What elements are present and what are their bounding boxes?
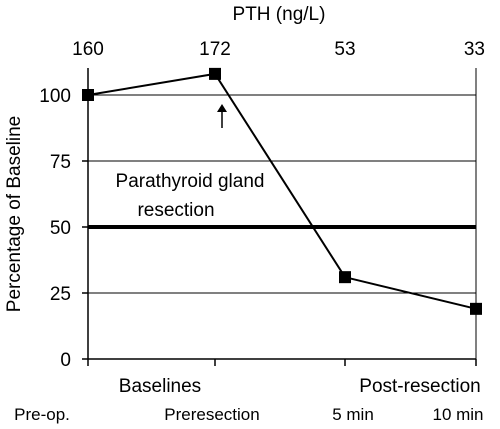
arrow-head: [217, 104, 227, 112]
group-label-post-resection: Post-resection: [359, 376, 480, 397]
y-axis-ticks: 0 25 50 75 100: [39, 86, 88, 371]
x-category-label-1: Preresection: [164, 405, 259, 424]
y-tick-label-100: 100: [39, 86, 71, 107]
top-axis-value-2: 53: [334, 39, 355, 60]
y-axis-title: Percentage of Baseline: [4, 116, 25, 312]
y-tick-label-25: 25: [50, 284, 71, 305]
group-label-baselines: Baselines: [119, 376, 201, 397]
data-point-2: [339, 271, 351, 284]
data-point-0: [82, 89, 94, 101]
gridlines: [88, 94, 476, 294]
reference-label-line2: resection: [137, 200, 214, 221]
top-axis-value-1: 172: [199, 39, 231, 60]
y-tick-label-0: 0: [60, 350, 71, 371]
x-axis-ticks: [87, 359, 477, 366]
arrow-annotation: [217, 104, 227, 128]
x-group-labels: Baselines Post-resection: [119, 376, 481, 397]
top-axis-title: PTH (ng/L): [233, 4, 326, 25]
x-category-label-0: Pre-op.: [14, 405, 70, 424]
data-point-1: [209, 67, 221, 80]
series-markers: [82, 67, 482, 315]
x-category-label-2: 5 min: [332, 405, 374, 424]
series-line: [87, 72, 477, 310]
top-axis-values: 160 172 53 33: [72, 39, 485, 60]
top-axis-value-0: 160: [72, 39, 104, 60]
y-tick-label-75: 75: [50, 152, 71, 173]
x-category-labels: Pre-op. Preresection 5 min 10 min: [14, 405, 483, 424]
x-category-label-3: 10 min: [432, 405, 483, 424]
y-tick-label-50: 50: [50, 218, 71, 239]
data-point-3: [470, 302, 482, 315]
reference-label-line1: Parathyroid gland: [116, 171, 265, 192]
top-axis-value-3: 33: [464, 39, 485, 60]
